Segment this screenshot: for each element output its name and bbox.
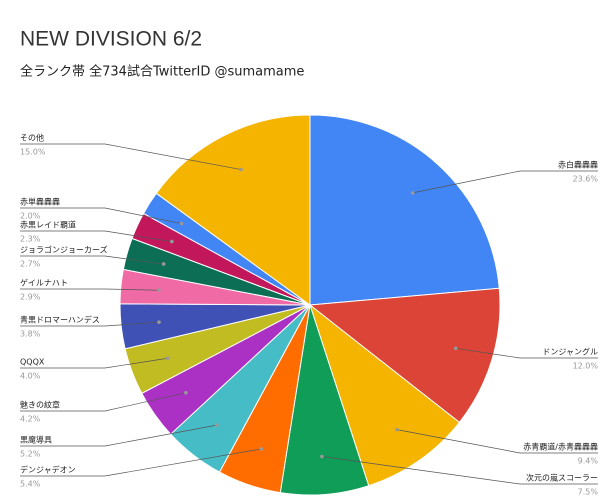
- leader-dot: [320, 454, 324, 459]
- pie-slice: [308, 287, 501, 424]
- slice-percent: 4.2%: [20, 415, 41, 424]
- slice-percent: 3.8%: [20, 330, 41, 339]
- slice-percent: 5.2%: [20, 450, 41, 459]
- chart-title: NEW DIVISION 6/2: [20, 28, 202, 51]
- slice-label: 赤黒レイド覇道: [20, 220, 76, 230]
- slice-percent: 2.9%: [20, 293, 41, 302]
- leader-dot: [259, 447, 264, 451]
- pie-slice: [309, 303, 461, 487]
- leader-dot: [215, 423, 219, 427]
- slice-percent: 2.7%: [20, 260, 41, 269]
- slice-label: 赤単轟轟轟: [20, 197, 60, 207]
- leader-dot: [156, 288, 161, 293]
- slice-percent: 5.4%: [20, 480, 41, 489]
- leader-line: [412, 170, 598, 194]
- slice-label: 赤青覇道/赤青轟轟轟: [523, 442, 598, 452]
- slice-label: ゲイルナハト: [20, 278, 68, 288]
- slice-percent: 7.5%: [578, 488, 599, 497]
- leader-line: [455, 347, 598, 359]
- pie-slice: [155, 114, 311, 306]
- leader-dot: [395, 427, 399, 432]
- slice-percent: 2.0%: [20, 212, 41, 221]
- slice-percent: 15.0%: [20, 148, 46, 157]
- leader-dot: [170, 239, 174, 244]
- leader-line: [20, 357, 168, 369]
- slice-label: その他: [20, 133, 44, 143]
- leader-dot: [161, 262, 166, 266]
- leader-dot: [410, 191, 415, 195]
- slice-label: ジョラゴンジョーカーズ: [20, 245, 108, 255]
- leader-line: [20, 143, 242, 170]
- slice-label: デンジャデオン: [20, 465, 76, 475]
- slice-label: 黒魔導具: [20, 435, 52, 445]
- leader-line: [20, 255, 164, 265]
- leader-line: [20, 321, 159, 327]
- leader-line: [20, 230, 172, 242]
- leader-line: [20, 392, 186, 412]
- slice-label: 次元の嵐スコーラー: [526, 473, 598, 483]
- pie-slice: [309, 114, 500, 306]
- leader-dot: [179, 221, 184, 226]
- leader-dot: [165, 356, 170, 361]
- slice-percent: 9.4%: [578, 457, 599, 466]
- slice-label: ドンジャングル: [542, 347, 598, 357]
- slice-percent: 12.0%: [573, 362, 599, 371]
- slice-percent: 2.3%: [20, 235, 41, 244]
- leader-line: [20, 288, 159, 291]
- slice-label: 青黒ドロマーハンデス: [20, 315, 100, 325]
- slice-label: QQQX: [20, 358, 45, 367]
- leader-dot: [239, 167, 243, 172]
- leader-dot: [157, 320, 161, 324]
- leader-line: [321, 456, 598, 485]
- slice-percent: 23.6%: [573, 175, 599, 184]
- leader-line: [20, 207, 182, 224]
- chart-subtitle: 全ランク帯 全734試合TwitterID @sumamame: [20, 64, 304, 80]
- leader-line: [20, 424, 217, 447]
- slice-percent: 4.0%: [20, 372, 41, 381]
- leader-line: [396, 429, 598, 454]
- slice-label: 魅きの紋章: [20, 400, 60, 410]
- leader-dot: [453, 346, 458, 351]
- slice-label: 赤白轟轟轟: [558, 160, 598, 170]
- leader-dot: [184, 390, 188, 395]
- leader-line: [20, 448, 262, 477]
